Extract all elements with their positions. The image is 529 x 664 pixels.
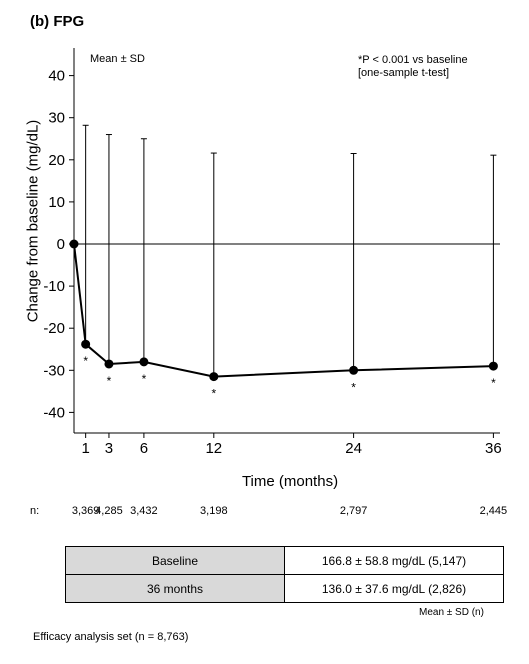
- x-tick-label: 24: [345, 440, 362, 457]
- y-tick-label: -40: [43, 404, 65, 421]
- y-tick-label: -20: [43, 320, 65, 337]
- x-tick-label: 6: [140, 440, 148, 457]
- table-row: Baseline 166.8 ± 58.8 mg/dL (5,147): [65, 546, 504, 575]
- n-value: 3,369: [71, 505, 100, 517]
- chart-title: (b) FPG: [30, 13, 85, 30]
- y-axis-label: Change from baseline (mg/dL): [24, 119, 42, 323]
- x-tick-label: 12: [205, 440, 222, 457]
- data-point: [104, 359, 114, 369]
- data-point: [81, 339, 91, 349]
- data-point: [488, 361, 498, 371]
- n-value: 3,198: [200, 505, 228, 517]
- significance-marker: *: [83, 354, 88, 368]
- n-value: 3,432: [130, 505, 158, 517]
- table-cell-value: 136.0 ± 37.6 mg/dL (2,826): [284, 574, 504, 603]
- significance-note-line-2: [one-sample t-test]: [358, 67, 450, 79]
- y-tick-label: 10: [48, 194, 65, 211]
- significance-note: *P < 0.001 vs baseline [one-sample t-tes…: [358, 54, 468, 80]
- table-cell-label: Baseline: [65, 546, 285, 575]
- n-value: 4,285: [95, 505, 123, 517]
- significance-marker: *: [107, 374, 112, 388]
- significance-marker: *: [142, 372, 147, 386]
- y-tick-label: 0: [57, 236, 65, 253]
- table-note: Mean ± SD (n): [419, 607, 484, 618]
- significance-note-line-1: *P < 0.001 vs baseline: [358, 54, 468, 66]
- y-tick-label: 40: [48, 68, 65, 85]
- series-line: [73, 243, 494, 378]
- footnote: Efficacy analysis set (n = 8,763): [33, 631, 189, 643]
- y-tick-label: -30: [43, 362, 65, 379]
- x-axis-label: Time (months): [241, 473, 339, 490]
- n-row-label: n:: [30, 505, 40, 517]
- error-bar-note: Mean ± SD: [90, 53, 145, 65]
- y-tick-label: -10: [43, 278, 65, 295]
- significance-marker: *: [211, 387, 216, 401]
- significance-marker: *: [491, 376, 496, 390]
- data-point: [349, 365, 359, 375]
- significance-marker: *: [351, 380, 356, 394]
- x-tick-label: 3: [105, 440, 113, 457]
- table-row: 36 months 136.0 ± 37.6 mg/dL (2,826): [65, 574, 504, 603]
- x-tick-label: 36: [485, 440, 502, 457]
- data-point: [209, 372, 219, 382]
- n-value: 2,797: [339, 505, 368, 517]
- summary-table: Baseline 166.8 ± 58.8 mg/dL (5,147) 36 m…: [65, 546, 504, 603]
- table-cell-label: 36 months: [65, 574, 285, 603]
- data-point: [69, 239, 79, 249]
- y-tick-label: 30: [48, 110, 65, 127]
- data-point: [139, 357, 149, 367]
- table-cell-value: 166.8 ± 58.8 mg/dL (5,147): [284, 546, 504, 575]
- x-tick-label: 1: [81, 440, 89, 457]
- y-tick-label: 20: [48, 152, 65, 169]
- n-value: 2,445: [479, 505, 508, 517]
